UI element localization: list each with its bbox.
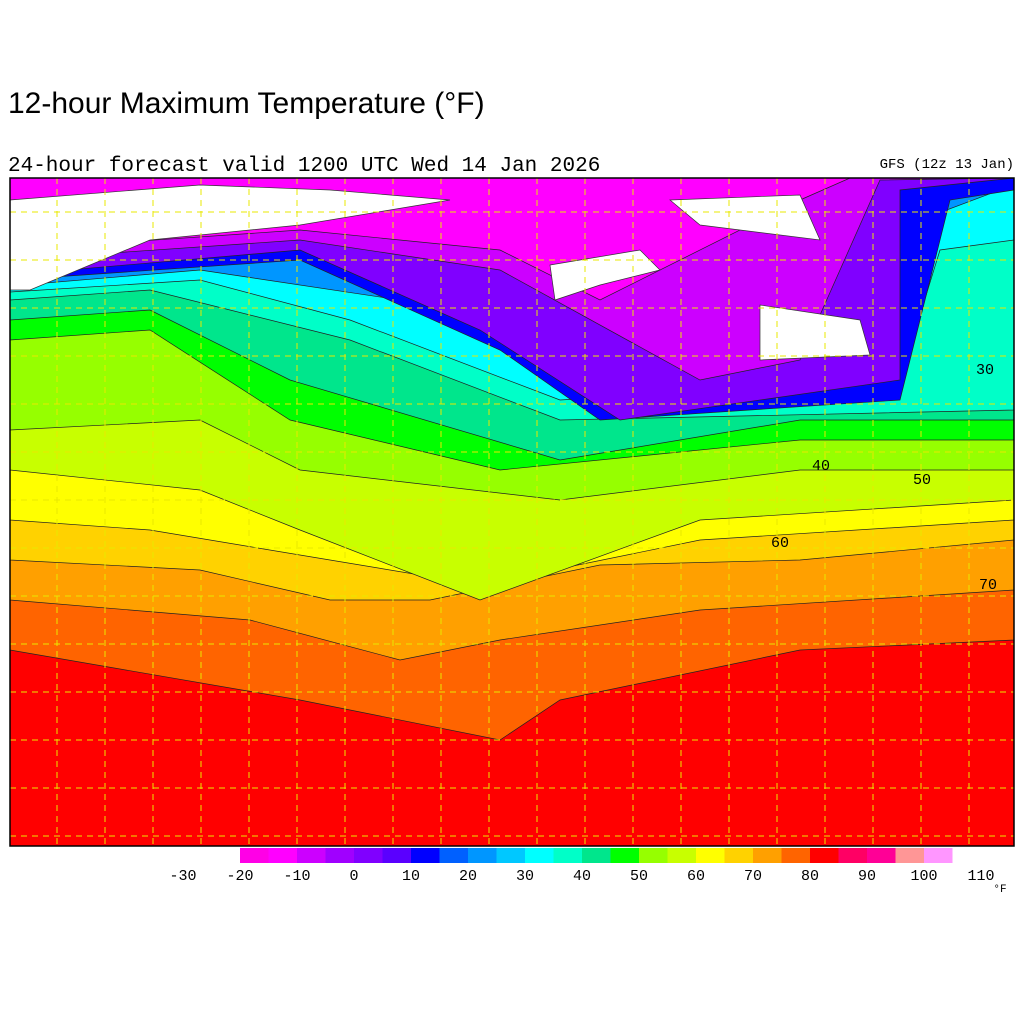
model-label: GFS (12z 13 Jan) xyxy=(880,157,1014,173)
colorbar-tick-label: 40 xyxy=(573,868,591,885)
contour-label: 70 xyxy=(979,577,997,594)
colorbar-box xyxy=(240,848,269,863)
colorbar-unit: °F xyxy=(993,884,1006,896)
colorbar-box xyxy=(753,848,782,863)
colorbar-box xyxy=(411,848,440,863)
colorbar-box xyxy=(382,848,411,863)
colorbar-box xyxy=(439,848,468,863)
snow-patch xyxy=(669,194,821,241)
colorbar-box xyxy=(867,848,896,863)
colorbar-tick-label: 0 xyxy=(349,868,358,885)
colorbar-box xyxy=(724,848,753,863)
colorbar-box xyxy=(639,848,668,863)
colorbar-tick-label: 70 xyxy=(744,868,762,885)
colorbar-tick-label: 80 xyxy=(801,868,819,885)
colorbar-tick-label: -10 xyxy=(283,868,310,885)
colorbar-tick-label: 100 xyxy=(910,868,937,885)
colorbar-tick-label: 30 xyxy=(516,868,534,885)
colorbar-box xyxy=(525,848,554,863)
colorbar-tick-label: 20 xyxy=(459,868,477,885)
colorbar-tick-label: 50 xyxy=(630,868,648,885)
colorbar-tick-label: 110 xyxy=(967,868,994,885)
colorbar-box xyxy=(610,848,639,863)
map-frame xyxy=(9,177,1015,847)
colorbar-box xyxy=(496,848,525,863)
colorbar-box xyxy=(468,848,497,863)
snow-patch xyxy=(549,249,661,301)
colorbar: -30 -20 -10 0 10 20 30 40 50 60 70 80 90 100 110 xyxy=(169,848,995,885)
colorbar-box xyxy=(895,848,924,863)
colorbar-box xyxy=(297,848,326,863)
contour-label: 60 xyxy=(771,535,789,552)
colorbar-tick-label: 60 xyxy=(687,868,705,885)
snow-patch xyxy=(10,184,451,291)
snow-patch xyxy=(759,304,871,361)
colorbar-tick-label: 10 xyxy=(402,868,420,885)
colorbar-box xyxy=(667,848,696,863)
title: 12-hour Maximum Temperature (°F) xyxy=(8,87,485,120)
subtitle: 24-hour forecast valid 1200 UTC Wed 14 J… xyxy=(8,155,600,178)
colorbar-tick-label: -30 xyxy=(169,868,196,885)
map: 30 40 50 60 70 xyxy=(10,178,1014,846)
contour-label: 30 xyxy=(976,362,994,379)
colorbar-box xyxy=(696,848,725,863)
colorbar-box xyxy=(810,848,839,863)
colorbar-box xyxy=(781,848,810,863)
colorbar-box xyxy=(325,848,354,863)
contour-label: 40 xyxy=(812,458,830,475)
colorbar-box xyxy=(268,848,297,863)
colorbar-tick-label: -20 xyxy=(226,868,253,885)
colorbar-box xyxy=(354,848,383,863)
colorbar-box xyxy=(582,848,611,863)
contour-label: 50 xyxy=(913,472,931,489)
colorbar-box xyxy=(838,848,867,863)
colorbar-box xyxy=(924,848,953,863)
colorbar-box xyxy=(553,848,582,863)
colorbar-tick-label: 90 xyxy=(858,868,876,885)
